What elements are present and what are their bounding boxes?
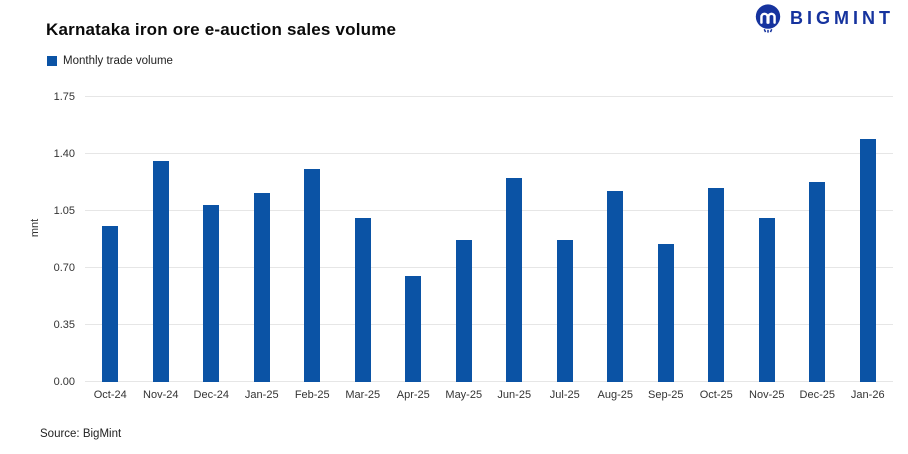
page-title: Karnataka iron ore e-auction sales volum… — [46, 20, 397, 39]
y-tick-label: 0.35 — [53, 319, 75, 331]
x-tick-label: Oct-24 — [93, 389, 127, 401]
bigmint-logo-icon — [753, 3, 783, 33]
x-axis-labels: Oct-24 Nov-24 Dec-24 Jan-25 Feb-25 Mar-25 Apr-… — [85, 389, 893, 401]
gridline — [85, 96, 893, 97]
y-tick-label: 1.75 — [53, 91, 75, 103]
x-tick-label: Dec-25 — [799, 389, 835, 401]
y-tick-label: 0.00 — [53, 376, 75, 388]
legend-label: Monthly trade volume — [63, 55, 173, 67]
y-tick-label: 1.05 — [53, 205, 75, 217]
bar-slot — [792, 97, 843, 382]
bar-may-25[interactable] — [455, 240, 472, 382]
bigmint-brand: BIGMINT — [753, 3, 894, 33]
bar-slot — [287, 97, 338, 382]
bar-jun-25[interactable] — [506, 178, 523, 382]
bar-slot — [388, 97, 439, 382]
bar-sep-25[interactable] — [657, 243, 674, 382]
gridline — [85, 267, 893, 268]
gridline — [85, 210, 893, 211]
gridline — [85, 381, 893, 382]
bar-slot — [641, 97, 692, 382]
bar-nov-25[interactable] — [758, 217, 775, 382]
bar-slot — [590, 97, 641, 382]
x-tick-label: Nov-25 — [749, 389, 785, 401]
bar-dec-25[interactable] — [809, 181, 826, 382]
bar-oct-25[interactable] — [708, 188, 725, 382]
x-tick-label: Oct-25 — [699, 389, 733, 401]
bar-slot — [691, 97, 742, 382]
bar-jan-26[interactable] — [859, 139, 876, 382]
bar-nov-24[interactable] — [152, 160, 169, 382]
bars — [85, 97, 893, 382]
bar-dec-24[interactable] — [203, 204, 220, 382]
bar-jan-25[interactable] — [253, 193, 270, 382]
x-tick-label: Mar-25 — [345, 389, 381, 401]
x-tick-label: Aug-25 — [597, 389, 633, 401]
bar-slot — [439, 97, 490, 382]
x-tick-label: Dec-24 — [193, 389, 229, 401]
bar-slot — [843, 97, 894, 382]
bar-slot — [338, 97, 389, 382]
legend: Monthly trade volume — [47, 55, 173, 67]
bar-slot — [489, 97, 540, 382]
gridline — [85, 153, 893, 154]
bar-jul-25[interactable] — [556, 240, 573, 382]
legend-swatch — [47, 56, 57, 66]
plot-area — [85, 96, 893, 382]
x-tick-label: Jan-25 — [244, 389, 279, 401]
x-tick-label: May-25 — [445, 389, 483, 401]
bar-mar-25[interactable] — [354, 217, 371, 382]
gridline — [85, 324, 893, 325]
x-tick-label: Apr-25 — [396, 389, 430, 401]
bar-slot — [237, 97, 288, 382]
bar-slot — [742, 97, 793, 382]
y-axis-labels: 0.00 0.35 0.70 1.05 1.40 1.75 — [0, 91, 75, 388]
bar-apr-25[interactable] — [405, 276, 422, 382]
x-tick-label: Sep-25 — [648, 389, 684, 401]
x-tick-label: Jul-25 — [549, 389, 580, 401]
bar-slot — [85, 97, 136, 382]
x-tick-label: Jan-26 — [850, 389, 885, 401]
bigmint-logo-text: BIGMINT — [790, 7, 894, 28]
x-tick-label: Jun-25 — [497, 389, 532, 401]
bar-slot — [540, 97, 591, 382]
y-tick-label: 1.40 — [53, 148, 75, 160]
x-tick-label: Nov-24 — [143, 389, 179, 401]
source-note: Source: BigMint — [40, 428, 122, 440]
y-tick-label: 0.70 — [53, 262, 75, 274]
bar-slot — [136, 97, 187, 382]
bar-aug-25[interactable] — [607, 191, 624, 382]
x-tick-label: Feb-25 — [294, 389, 330, 401]
bar-oct-24[interactable] — [102, 225, 119, 382]
bar-feb-25[interactable] — [304, 168, 321, 382]
bar-slot — [186, 97, 237, 382]
